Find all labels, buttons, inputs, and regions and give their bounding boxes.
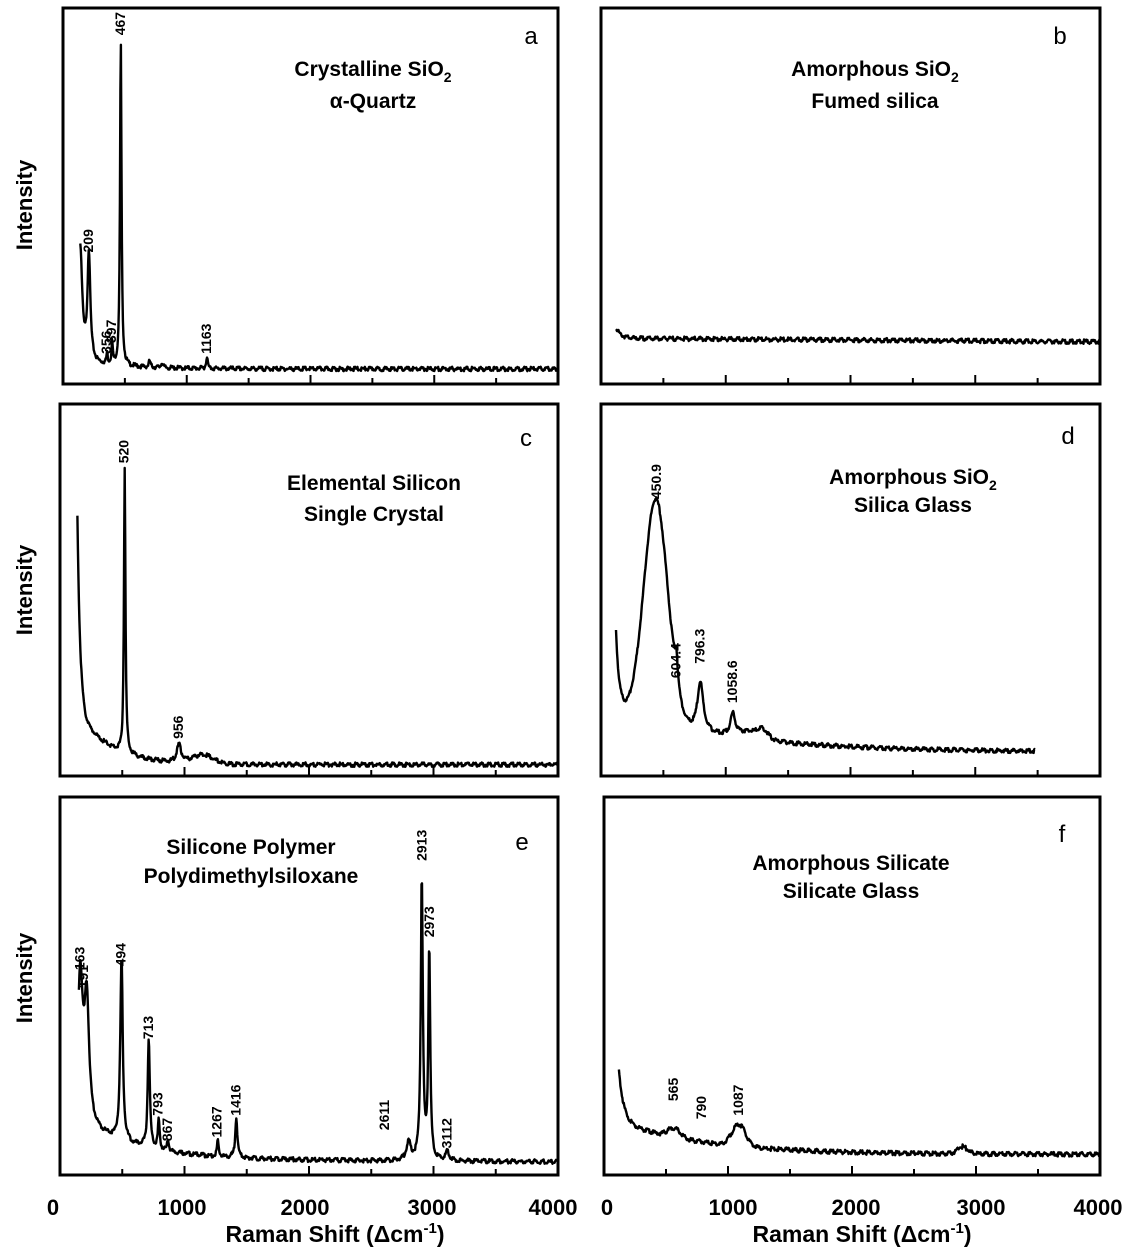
- panel-c-frame: [58, 402, 560, 778]
- panel-c-title-line2: Single Crystal: [304, 503, 444, 526]
- x-axis-label-left-close: ): [437, 1221, 445, 1247]
- panel-e-peak-label-494: 494: [113, 943, 129, 967]
- panel-d-title-line1-subscript: 2: [989, 477, 997, 493]
- x-axis-label-left-main: Raman Shift (Δcm: [225, 1221, 423, 1247]
- panel-d-title-line1-main: Amorphous SiO: [829, 466, 989, 489]
- panel-d-peak-label-796_3: 796.3: [691, 629, 707, 664]
- panel-f: Amorphous Silicate Silicate Glass f 565 790 1…: [602, 795, 1102, 1177]
- panel-d-peak-label-604_4: 604.4: [667, 643, 683, 678]
- panel-a-peak-label-397: 397: [103, 319, 119, 343]
- panel-d-title-line1: Amorphous SiO2: [829, 466, 997, 493]
- panel-d-title-line2: Silica Glass: [854, 494, 972, 517]
- panel-b-title-line1-main: Amorphous SiO: [791, 58, 951, 81]
- panel-d-peak-label-1058_6: 1058.6: [724, 660, 740, 703]
- panel-a-peak-label-209: 209: [80, 229, 96, 253]
- x-axis-label-left-sup: -1: [424, 1220, 437, 1237]
- panel-b-title-line2: Fumed silica: [811, 90, 939, 113]
- panel-e-peak-label-191: 191: [75, 965, 91, 989]
- x-tick-right-4000: 4000: [1074, 1195, 1123, 1220]
- panel-e-peak-label-1267: 1267: [209, 1106, 225, 1137]
- panel-e-title-line1: Silicone Polymer: [166, 836, 335, 859]
- panel-e-title-line2: Polydimethylsiloxane: [144, 865, 359, 888]
- panel-f-letter: f: [1059, 821, 1066, 848]
- panel-a-title-line1-main: Crystalline SiO: [294, 58, 443, 81]
- x-tick-right-2000: 2000: [832, 1195, 881, 1220]
- panel-e-peak-label-1416: 1416: [227, 1084, 243, 1115]
- panel-b-title-line1-subscript: 2: [951, 69, 959, 85]
- panel-a-title-line1-subscript: 2: [444, 69, 452, 85]
- panel-f-peak-label-790: 790: [693, 1096, 709, 1120]
- y-axis-label-row-1: Intensity: [12, 159, 37, 250]
- panel-c-letter: c: [520, 425, 532, 452]
- panel-c-spectrum: [76, 466, 560, 768]
- x-tick-left-4000: 4000: [529, 1195, 578, 1220]
- y-axis-label-row-2: Intensity: [12, 544, 37, 635]
- panel-a-peak-label-1163: 1163: [198, 323, 214, 354]
- panel-e-peak-label-713: 713: [140, 1016, 156, 1040]
- x-tick-right-0: 0: [601, 1195, 613, 1220]
- x-tick-right-3000: 3000: [957, 1195, 1006, 1220]
- panel-c-title-line1-main: Elemental Silicon: [287, 472, 461, 495]
- panel-d-frame: [599, 402, 1102, 778]
- x-tick-right-1000: 1000: [709, 1195, 758, 1220]
- panel-d-peak-label-450_9: 450.9: [648, 464, 664, 499]
- x-axis-label-right-sup: -1: [951, 1220, 964, 1237]
- panel-a-title-line1: Crystalline SiO2: [294, 58, 451, 85]
- panel-e-peak-label-2913: 2913: [414, 830, 430, 861]
- panel-b-title-line1: Amorphous SiO2: [791, 58, 959, 85]
- panel-c-title-line1: Elemental Silicon: [287, 472, 461, 495]
- panel-e-letter: e: [515, 829, 528, 856]
- panel-e-title-line1-main: Silicone Polymer: [166, 836, 335, 859]
- panel-e-spectrum: [77, 882, 559, 1165]
- x-tick-left-2000: 2000: [281, 1195, 330, 1220]
- x-tick-left-0: 0: [47, 1195, 59, 1220]
- panel-e-peak-label-3112: 3112: [438, 1118, 454, 1149]
- panel-c: Elemental Silicon Single Crystal c 520 956: [58, 402, 560, 778]
- panel-f-peak-label-565: 565: [665, 1078, 681, 1102]
- panel-c-peak-label-956: 956: [170, 715, 186, 739]
- panel-d-letter: d: [1061, 423, 1074, 450]
- panel-a-peak-label-356: 356: [98, 330, 114, 354]
- panel-f-title-line1-main: Amorphous Silicate: [752, 852, 949, 875]
- x-axis-label-right-main: Raman Shift (Δcm: [752, 1221, 950, 1247]
- panel-b-letter: b: [1053, 23, 1066, 50]
- panel-f-title-line1: Amorphous Silicate: [752, 852, 949, 875]
- panel-f-peak-label-1087: 1087: [730, 1084, 746, 1115]
- x-axis-label-right-close: ): [964, 1221, 972, 1247]
- panel-a-spectrum: [79, 43, 560, 373]
- panel-b: Amorphous SiO2 Fumed silica b: [599, 6, 1102, 386]
- panel-e: Silicone Polymer Polydimethylsiloxane e 163…: [58, 795, 560, 1177]
- panel-a-peak-label-467: 467: [112, 12, 128, 36]
- x-axis-label-left: Raman Shift (Δcm-1): [225, 1220, 444, 1247]
- panel-e-peak-label-2973: 2973: [421, 906, 437, 937]
- panel-a-letter: a: [524, 23, 538, 50]
- panel-b-spectrum: [615, 328, 1102, 345]
- panel-e-peak-label-867: 867: [159, 1118, 175, 1142]
- panel-e-peak-label-163: 163: [71, 947, 87, 971]
- panel-f-title-line2: Silicate Glass: [783, 880, 920, 903]
- panel-a-title-line2: α-Quartz: [330, 90, 416, 113]
- panel-d-spectrum: [614, 496, 1036, 755]
- y-axis-label-row-3: Intensity: [12, 932, 37, 1023]
- x-axis-label-right: Raman Shift (Δcm-1): [752, 1220, 971, 1247]
- panel-e-peak-label-793: 793: [150, 1092, 166, 1116]
- x-tick-left-1000: 1000: [158, 1195, 207, 1220]
- panel-e-peak-label-2611: 2611: [376, 1100, 392, 1131]
- x-tick-left-3000: 3000: [408, 1195, 457, 1220]
- panel-c-peak-label-520: 520: [116, 440, 132, 464]
- panel-f-spectrum: [617, 1069, 1101, 1158]
